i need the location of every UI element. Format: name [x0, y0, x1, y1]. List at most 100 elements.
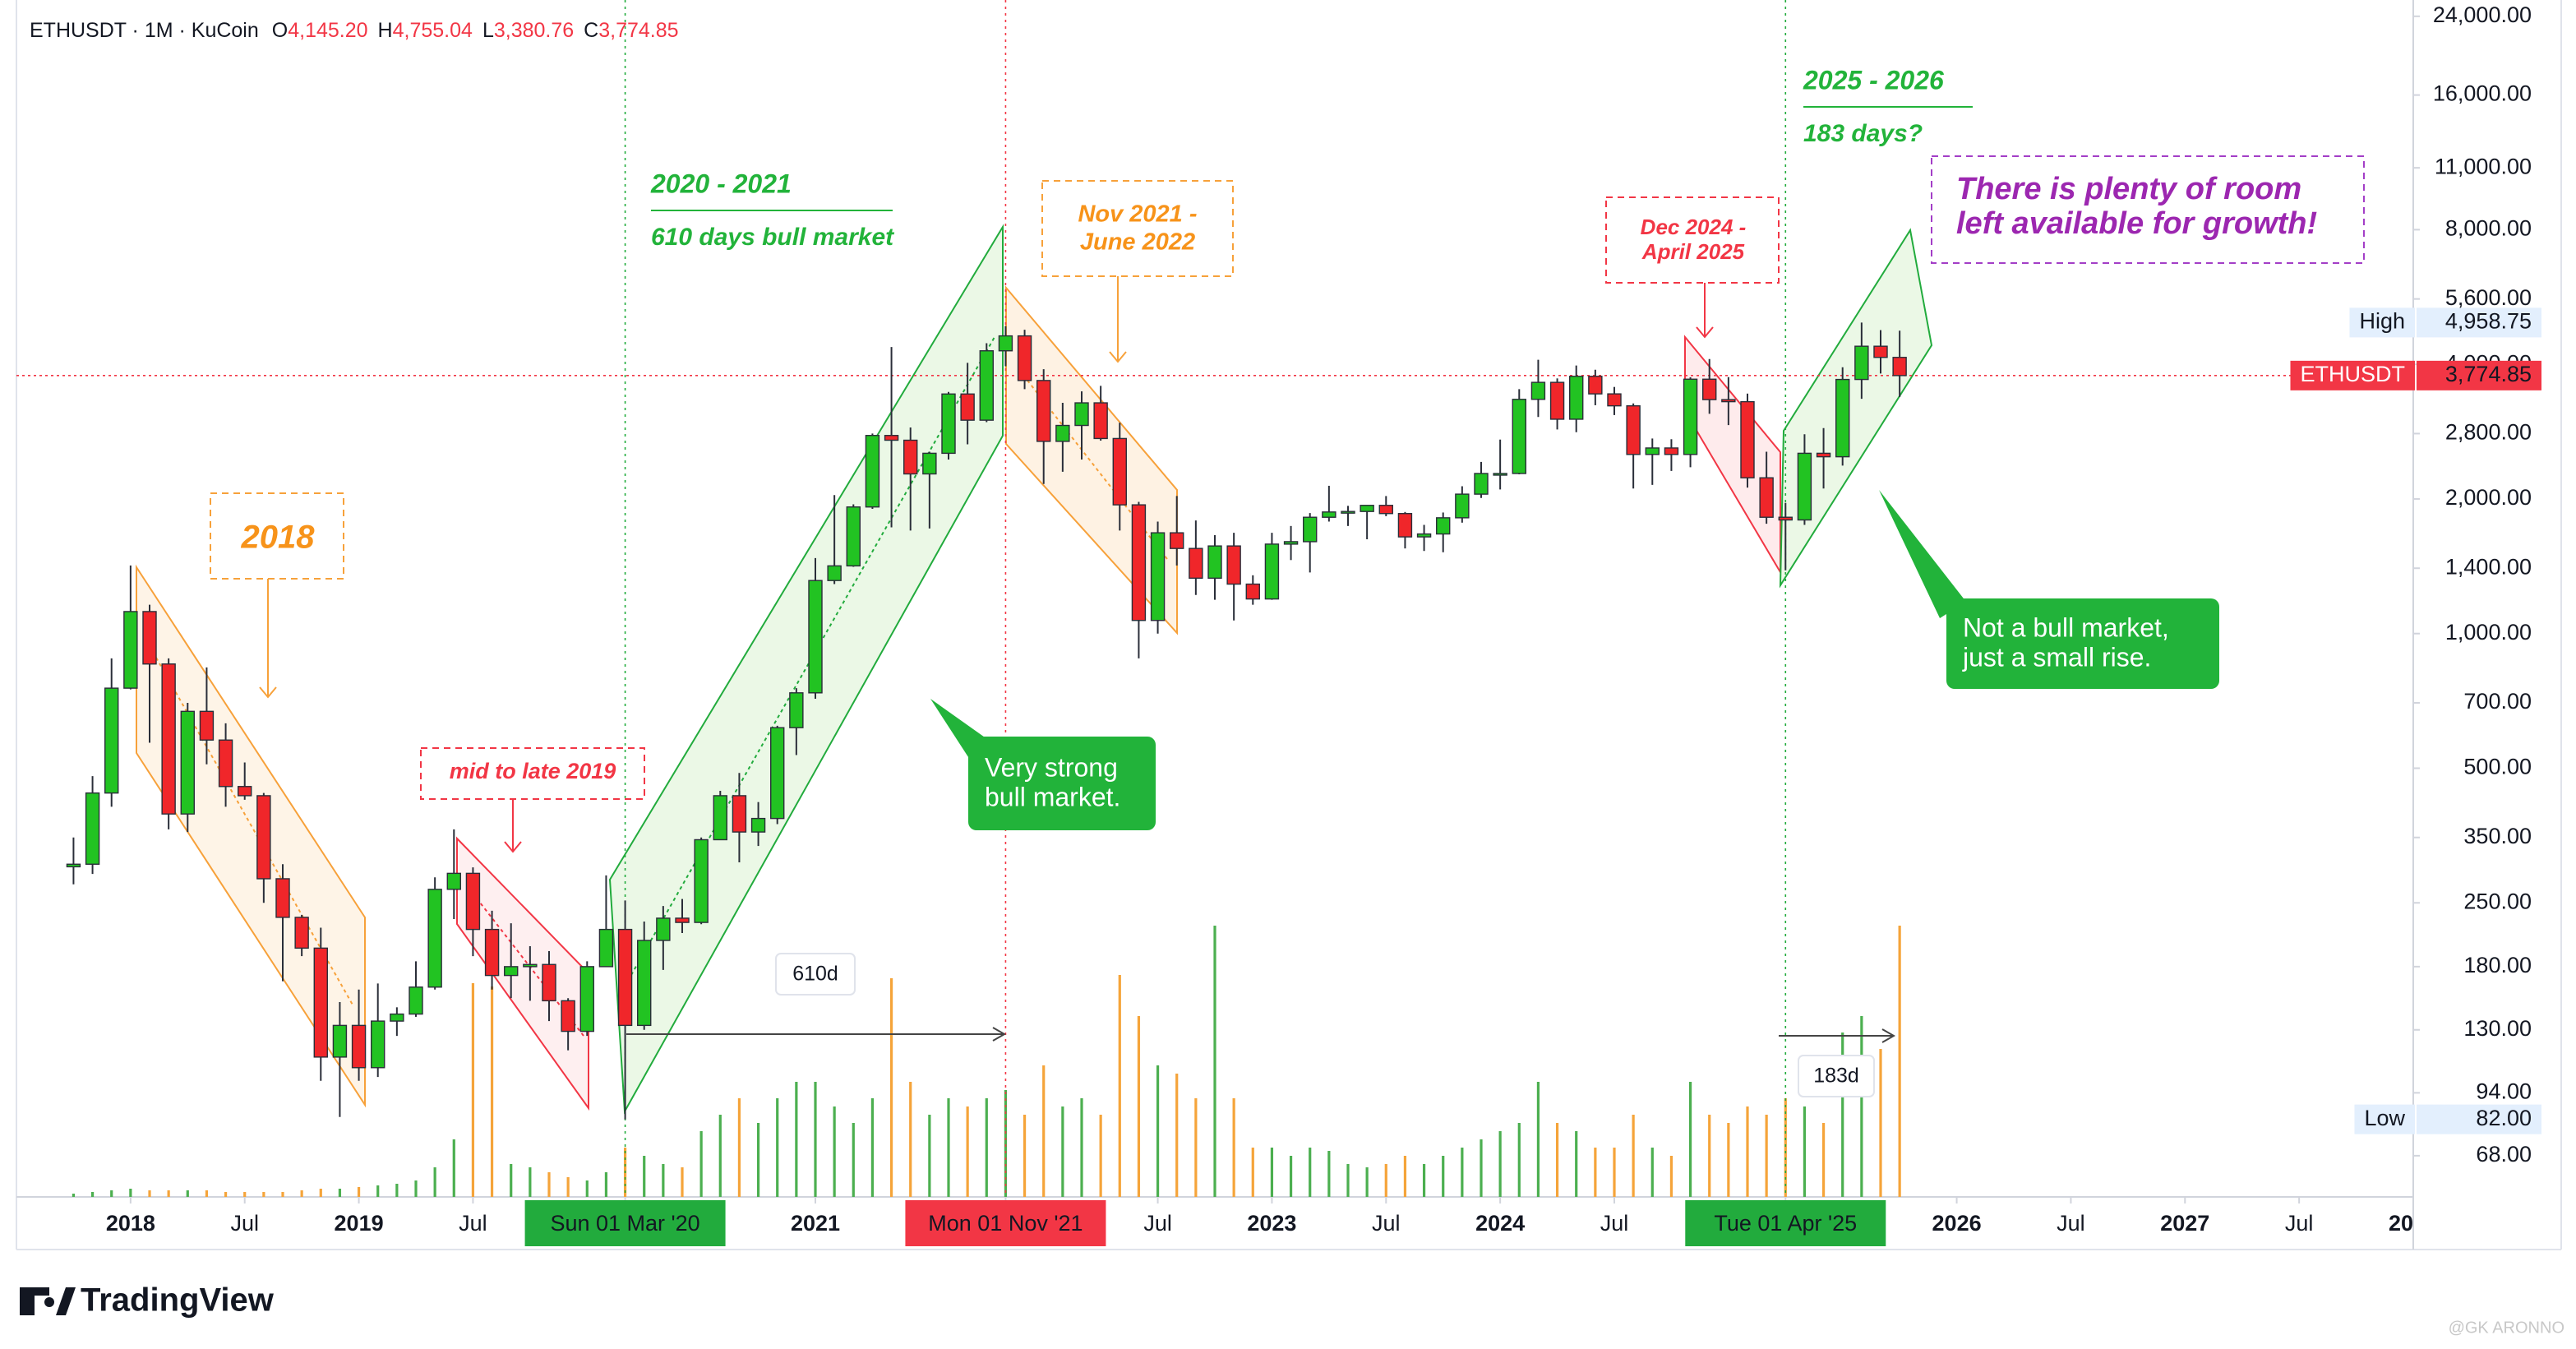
volume-bar [490, 986, 494, 1197]
x-tick-label: Jul [1600, 1211, 1629, 1236]
candle-body [903, 439, 918, 475]
note: April 2025 [1641, 239, 1745, 264]
candle-body [1835, 378, 1850, 458]
price-label-name-box [2290, 360, 2415, 390]
price-label-name-box [2354, 1104, 2415, 1134]
candle-body [865, 435, 880, 508]
volume-bar [395, 1184, 399, 1197]
x-highlight [524, 1200, 726, 1246]
brand: TradingView [20, 1282, 275, 1319]
price-label-name: ETHUSDT [2301, 362, 2406, 386]
candle-body [256, 795, 271, 880]
candle-body [504, 966, 519, 977]
note-arrow [259, 686, 277, 699]
volume-bar [433, 1167, 436, 1197]
volume-bar [90, 1192, 95, 1197]
volume-bar [110, 1190, 113, 1197]
candle-body [484, 928, 500, 977]
candle-body [1264, 543, 1280, 600]
volume-bar [870, 1098, 875, 1197]
watermark: @GK ARONNO [2449, 1319, 2564, 1337]
candle-body [598, 928, 614, 968]
candle-body [637, 940, 652, 1027]
label-box [1798, 1055, 1875, 1097]
candle-body [694, 839, 709, 923]
candle-body [390, 1013, 404, 1022]
candle-body [142, 611, 157, 665]
ohlc-value: 4,145.20 [288, 19, 367, 42]
candle-body [66, 863, 81, 868]
volume-bar [756, 1123, 760, 1197]
volume-bar [205, 1190, 209, 1197]
note: 610 days bull market [651, 224, 895, 251]
note: 2025 - 2026 [1803, 65, 1944, 95]
y-tick-label: 1,000.00 [2445, 620, 2532, 644]
candle-body [199, 710, 215, 741]
candle-body [1303, 516, 1318, 543]
y-tick-label: 250.00 [2463, 889, 2532, 913]
candle-body [770, 727, 785, 820]
volume-bar [1346, 1164, 1350, 1197]
candle-body [1493, 473, 1507, 476]
volume-bar [833, 1106, 836, 1197]
x-tick-label: Jul [459, 1211, 487, 1236]
y-tick-label: 24,000.00 [2433, 2, 2532, 27]
annotations: 2018 mid to late 2019 2020 - 2021 610 da… [210, 65, 2365, 853]
price-label-name-box [2349, 307, 2415, 338]
candle-body [922, 452, 937, 475]
volume-bar [1213, 926, 1216, 1197]
candle-body [1455, 493, 1470, 519]
volume-bar [414, 1180, 418, 1197]
x-tick-label: Tue 01 Apr '25 [1714, 1211, 1857, 1236]
volume-bar [1517, 1123, 1521, 1197]
candle-body [294, 917, 309, 949]
callout-text: Not a bull market, [1963, 612, 2169, 642]
candle-body [180, 710, 195, 815]
candle-body [1759, 477, 1774, 518]
candle-body [1170, 532, 1184, 549]
candle-body [750, 817, 766, 833]
volume-bar [1498, 1131, 1502, 1197]
candle-body [1702, 378, 1717, 400]
candle-body [332, 1024, 348, 1058]
y-tick-label: 500.00 [2463, 755, 2532, 779]
price-label-box [2417, 307, 2541, 338]
candle-body [1360, 505, 1374, 512]
note-box [1041, 180, 1234, 277]
candle-body [827, 565, 842, 581]
y-tick-label: 16,000.00 [2433, 81, 2532, 106]
ohlc-key: H [378, 19, 393, 42]
y-tick-label: 5,600.00 [2445, 285, 2532, 310]
x-tick-label: Jul [2057, 1211, 2085, 1236]
volume-bar [243, 1192, 247, 1197]
volume-bar [357, 1187, 361, 1197]
volume-bar [1613, 1148, 1616, 1197]
guides-layer [16, 0, 2413, 1197]
candle-body [1664, 447, 1679, 455]
candle-body [1150, 532, 1166, 621]
x-tick-label: Sun 01 Mar '20 [550, 1211, 699, 1236]
candle-body [1854, 345, 1869, 381]
candle-body [238, 786, 252, 797]
x-axis: 2018 Jul 2019 Jul Sun 01 Mar '20 2021 Mon 01 N… [106, 1197, 2413, 1246]
ohlc-key: L [482, 19, 494, 42]
volume-bar [1270, 1148, 1274, 1197]
volume-bar [681, 1167, 684, 1197]
x-tick-label: 2019 [335, 1211, 384, 1236]
volume-bar [1898, 926, 1901, 1197]
volume-bar [1461, 1148, 1464, 1197]
volume-bar [1555, 1123, 1559, 1197]
candle-layer [66, 322, 1907, 1120]
arrow-head [1881, 1028, 1896, 1043]
y-tick-label: 1,400.00 [2445, 554, 2532, 579]
ohlc-key: C [584, 19, 598, 42]
candle-body [409, 986, 423, 1015]
volume-bar [1327, 1151, 1331, 1197]
candle-body [1074, 402, 1089, 427]
note-box [420, 747, 645, 800]
candle-body [1341, 510, 1355, 514]
candle-body [446, 872, 461, 890]
volume-bar [1118, 975, 1121, 1197]
arrow-head [992, 1027, 1007, 1042]
